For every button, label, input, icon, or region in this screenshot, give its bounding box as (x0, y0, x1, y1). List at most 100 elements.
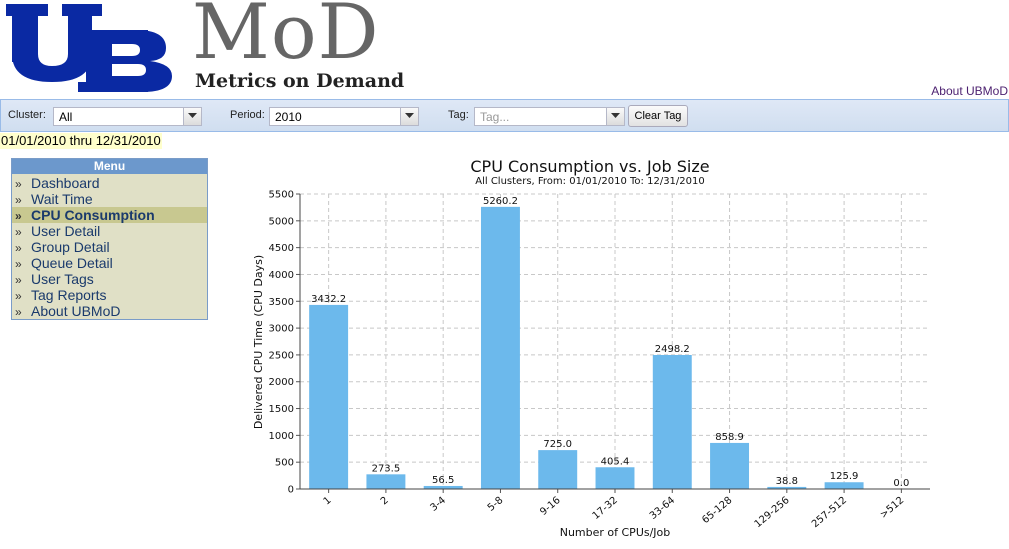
menu-item-user-detail[interactable]: » User Detail (12, 223, 207, 239)
bar-65-128 (710, 442, 750, 489)
menu-item-label: Wait Time (31, 191, 93, 207)
double-chevron-icon: » (15, 305, 22, 319)
bar-1 (309, 304, 349, 489)
logo-subtitle: Metrics on Demand (195, 70, 405, 92)
double-chevron-icon: » (15, 257, 22, 271)
y-tick-label: 0 (288, 485, 294, 496)
bar-data-label: 858.9 (715, 432, 744, 443)
x-tick-label: 33-64 (648, 495, 677, 522)
side-menu: Menu » Dashboard » Wait Time » CPU Consumptio… (11, 158, 208, 320)
x-tick-label: 65-128 (700, 495, 734, 526)
bar-9-16 (538, 450, 578, 489)
x-tick-label: 257-512 (810, 495, 849, 530)
double-chevron-icon: » (15, 225, 22, 239)
period-dropdown-button[interactable] (400, 108, 418, 125)
menu-title: Menu (12, 159, 207, 174)
x-tick-label: 3-4 (429, 495, 449, 514)
ub-logo-mark (6, 4, 172, 92)
chevron-down-icon (405, 113, 414, 118)
about-ubmod-link[interactable]: About UBMoD (931, 84, 1008, 98)
y-tick-label: 5000 (269, 216, 294, 227)
y-tick-label: 500 (275, 458, 294, 469)
bar-data-label: 405.4 (601, 456, 630, 467)
x-tick-label: 5-8 (486, 495, 506, 514)
bar-data-label: 38.8 (776, 476, 798, 487)
y-tick-label: 2500 (269, 350, 294, 361)
menu-item-label: Queue Detail (31, 255, 113, 271)
bar-data-label: 125.9 (830, 471, 859, 482)
bar-3-4 (423, 485, 463, 489)
menu-item-cpu-consumption[interactable]: » CPU Consumption (12, 207, 207, 223)
period-label: Period: (230, 109, 265, 121)
bar-257-512 (824, 482, 864, 489)
period-select-value: 2010 (275, 110, 302, 124)
menu-item-label: Dashboard (31, 175, 100, 191)
y-tick-label: 1500 (269, 404, 294, 415)
menu-item-label: User Detail (31, 223, 101, 239)
bar-2 (366, 474, 406, 489)
chart-title: CPU Consumption vs. Job Size (470, 157, 709, 176)
double-chevron-icon: » (15, 241, 22, 255)
menu-item-label: CPU Consumption (31, 207, 155, 223)
bar-data-label: 56.5 (432, 475, 454, 486)
period-select[interactable]: 2010 (269, 107, 419, 126)
menu-item-label: About UBMoD (31, 303, 121, 319)
chevron-down-icon (611, 113, 620, 118)
menu-item-queue-detail[interactable]: » Queue Detail (12, 255, 207, 271)
date-range: 01/01/2010 thru 12/31/2010 (0, 133, 162, 149)
y-tick-label: 4500 (269, 243, 294, 254)
clear-tag-button[interactable]: Clear Tag (628, 105, 688, 127)
y-tick-label: 3500 (269, 297, 294, 308)
header: MoD Metrics on Demand About UBMoD (0, 0, 1009, 99)
menu-item-label: Tag Reports (31, 287, 107, 303)
tag-input-placeholder: Tag... (480, 110, 510, 124)
x-tick-label: 17-32 (591, 495, 620, 522)
bar-data-label: 2498.2 (655, 344, 690, 355)
bar-5-8 (480, 206, 520, 489)
bar-129-256 (767, 486, 807, 489)
menu-item-wait-time[interactable]: » Wait Time (12, 191, 207, 207)
tag-input[interactable]: Tag... (474, 107, 625, 126)
double-chevron-icon: » (15, 289, 22, 303)
cluster-label: Cluster: (8, 109, 46, 121)
tag-label: Tag: (448, 109, 469, 121)
x-tick-label: 2 (379, 495, 391, 508)
menu-item-dashboard[interactable]: » Dashboard (12, 175, 207, 191)
menu-item-tag-reports[interactable]: » Tag Reports (12, 287, 207, 303)
double-chevron-icon: » (15, 177, 22, 191)
x-tick-label: 1 (322, 495, 334, 508)
x-tick-label: 9-16 (538, 495, 562, 518)
x-axis-label: Number of CPUs/Job (560, 526, 671, 539)
menu-item-label: User Tags (31, 271, 94, 287)
tag-dropdown-button[interactable] (606, 108, 624, 125)
double-chevron-icon: » (15, 209, 22, 223)
y-tick-label: 2000 (269, 377, 294, 388)
menu-item-about-ubmod[interactable]: » About UBMoD (12, 303, 207, 319)
y-tick-label: 1000 (269, 431, 294, 442)
y-tick-label: 3000 (269, 324, 294, 335)
filter-toolbar: Cluster: All Period: 2010 Tag: Tag... Cl… (0, 99, 1009, 132)
bar-data-label: 725.0 (543, 439, 572, 450)
x-tick-label: >512 (878, 495, 906, 521)
y-axis-label: Delivered CPU Time (CPU Days) (252, 255, 265, 429)
menu-item-group-detail[interactable]: » Group Detail (12, 239, 207, 255)
double-chevron-icon: » (15, 193, 22, 207)
cluster-dropdown-button[interactable] (183, 108, 201, 125)
cluster-select-value: All (59, 110, 73, 124)
menu-item-user-tags[interactable]: » User Tags (12, 271, 207, 287)
bar-data-label: 5260.2 (483, 196, 518, 207)
x-tick-label: 129-256 (753, 495, 792, 530)
menu-list: » Dashboard » Wait Time » CPU Consumption » Use… (12, 174, 207, 319)
menu-item-label: Group Detail (31, 239, 110, 255)
ub-logo (6, 4, 172, 92)
y-tick-label: 4000 (269, 270, 294, 281)
cluster-select[interactable]: All (53, 107, 202, 126)
bar-17-32 (595, 467, 635, 489)
bar-data-label: 273.5 (372, 463, 401, 474)
y-tick-label: 5500 (269, 190, 294, 201)
bar-data-label: 3432.2 (311, 294, 346, 305)
chart-subtitle: All Clusters, From: 01/01/2010 To: 12/31… (475, 176, 705, 187)
double-chevron-icon: » (15, 273, 22, 287)
logo-title: MoD (192, 0, 380, 76)
